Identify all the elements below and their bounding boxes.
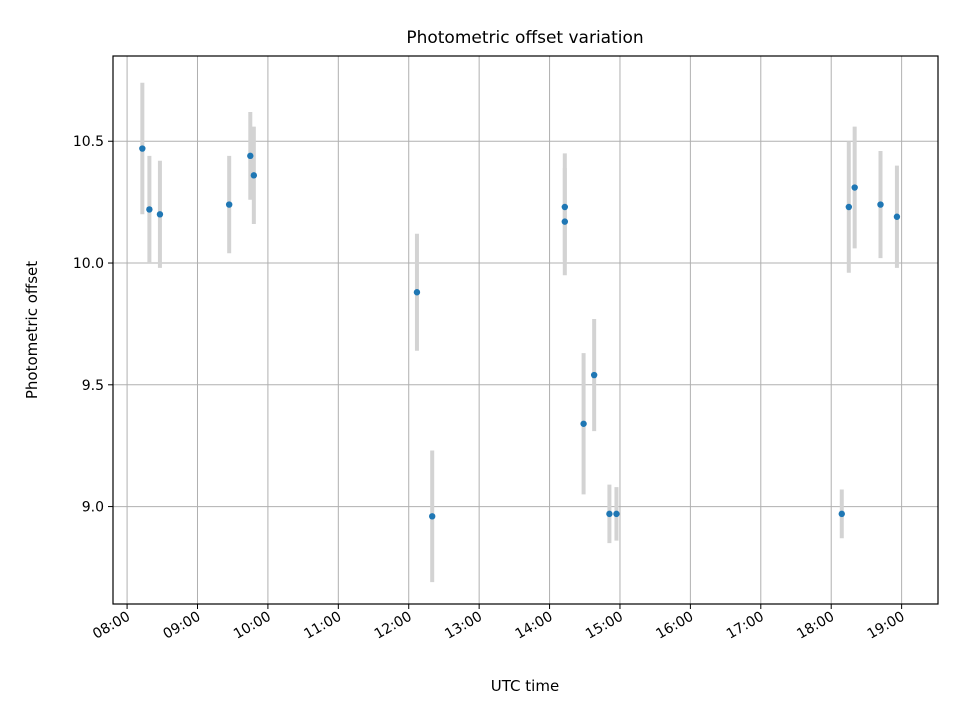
- x-tick-label: 11:00: [301, 609, 344, 643]
- x-tick-label: 16:00: [653, 609, 696, 643]
- data-point: [146, 206, 153, 213]
- data-point: [606, 510, 613, 518]
- x-axis-label: UTC time: [491, 677, 559, 695]
- data-point: [250, 172, 258, 179]
- data-point: [838, 510, 845, 518]
- data-point: [156, 211, 164, 218]
- x-tick-label: 08:00: [90, 609, 133, 643]
- y-tick-label: 9.0: [82, 500, 104, 516]
- data-points: [139, 145, 901, 520]
- y-axis-ticks: 9.0 9.5 10.0 10.5: [73, 134, 113, 516]
- data-point: [413, 289, 421, 296]
- data-point: [877, 201, 884, 208]
- data-point: [139, 145, 146, 152]
- y-tick-label: 9.5: [82, 378, 104, 394]
- x-tick-label: 19:00: [865, 609, 908, 643]
- data-point: [580, 420, 587, 427]
- x-tick-label: 13:00: [442, 609, 485, 643]
- plot-frame: [112, 55, 939, 605]
- y-tick-label: 10.5: [73, 134, 104, 150]
- x-tick-label: 18:00: [794, 609, 837, 643]
- data-point: [590, 371, 598, 379]
- data-point: [893, 213, 901, 220]
- x-tick-label: 09:00: [161, 609, 204, 643]
- data-point: [225, 201, 233, 208]
- x-tick-label: 10:00: [231, 609, 274, 643]
- x-axis-ticks: 08:00 09:00 10:00 11:00 12:00 13:00 14:00 15:00…: [90, 604, 908, 643]
- data-point: [613, 510, 620, 518]
- grid: [113, 56, 938, 604]
- chart-title: Photometric offset variation: [406, 28, 643, 48]
- x-tick-label: 15:00: [583, 609, 626, 643]
- y-axis-label: Photometric offset: [23, 261, 41, 399]
- data-point: [851, 184, 858, 191]
- data-point: [845, 203, 853, 211]
- x-tick-label: 14:00: [513, 609, 556, 643]
- data-point: [561, 203, 569, 211]
- data-point: [429, 513, 436, 520]
- data-point: [561, 218, 569, 225]
- error-bars: [140, 82, 899, 583]
- data-point: [247, 152, 254, 160]
- x-tick-label: 17:00: [724, 609, 767, 643]
- x-tick-label: 12:00: [372, 609, 415, 643]
- y-tick-label: 10.0: [73, 256, 104, 272]
